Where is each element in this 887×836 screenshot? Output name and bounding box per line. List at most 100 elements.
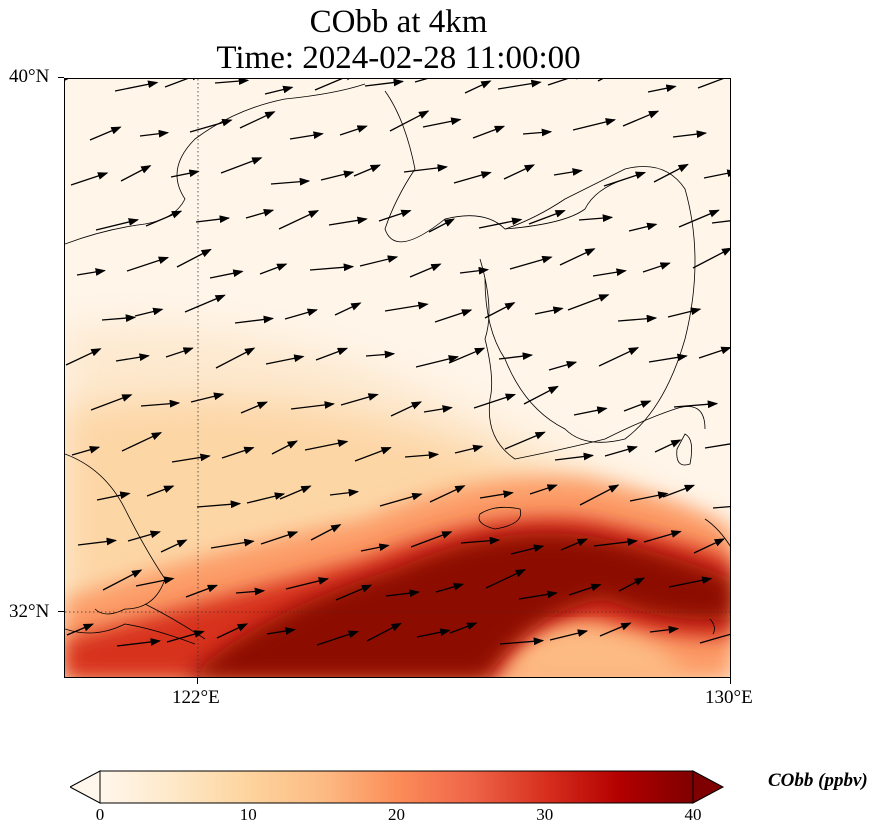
wind-arrow	[518, 590, 558, 600]
wind-arrow	[449, 622, 478, 634]
wind-arrow	[384, 301, 429, 312]
wind-arrow	[285, 577, 330, 590]
wind-arrow	[385, 589, 421, 598]
wind-arrow	[459, 266, 490, 275]
wind-arrow	[711, 220, 730, 224]
wind-arrow	[435, 583, 465, 593]
wind-arrow	[71, 446, 101, 456]
lat-tick-40	[58, 77, 64, 78]
wind-arrow	[266, 627, 296, 635]
wind-arrow	[497, 79, 542, 90]
wind-arrow	[134, 307, 164, 317]
wind-arrow	[403, 164, 448, 173]
wind-arrow	[114, 80, 159, 92]
colorbar-tick-40: 40	[684, 805, 702, 824]
wind-arrow	[279, 485, 312, 500]
wind-arrow	[667, 307, 702, 318]
wind-arrow	[568, 583, 602, 596]
wind-arrow	[454, 444, 484, 454]
lon-label-122e: 122°E	[172, 687, 220, 708]
wind-arrow	[473, 393, 517, 409]
colorbar-tick-10: 10	[239, 805, 257, 824]
wind-arrow	[214, 79, 250, 85]
wind-arrow	[65, 348, 102, 366]
wind-arrow	[340, 393, 379, 406]
wind-arrow	[529, 484, 558, 495]
wind-arrow	[360, 543, 390, 552]
colorbar-label: CObb (ppbv)	[768, 770, 868, 791]
wind-arrow	[304, 439, 349, 451]
wind-arrow	[434, 309, 473, 323]
wind-arrow	[572, 118, 617, 131]
wind-vectors	[65, 79, 730, 647]
wind-arrow	[416, 628, 451, 638]
wind-arrow	[309, 263, 355, 272]
colorbar-tick-20: 20	[388, 805, 405, 824]
wind-arrow	[160, 539, 188, 553]
wind-arrow	[534, 306, 564, 315]
wind-arrow	[334, 302, 362, 316]
wind-arrow	[422, 117, 462, 128]
wind-arrow	[629, 491, 669, 502]
wind-arrow	[115, 353, 150, 362]
wind-arrow	[216, 623, 249, 639]
wind-arrow	[66, 623, 94, 636]
wind-arrow	[510, 544, 545, 555]
wind-arrow	[554, 452, 595, 461]
colorbar-tick-0: 0	[95, 805, 105, 824]
wind-arrow	[196, 500, 242, 509]
wind-arrow	[509, 255, 553, 270]
lon-label-130e: 130°E	[705, 687, 753, 708]
wind-arrow	[703, 169, 730, 179]
wind-arrow	[673, 400, 719, 409]
wind-arrow	[364, 79, 405, 87]
wind-arrow	[692, 247, 730, 269]
wind-arrow	[653, 163, 689, 183]
wind-arrow	[628, 222, 658, 232]
wind-arrow	[415, 355, 460, 368]
wind-arrow	[221, 446, 255, 459]
wind-arrow	[699, 633, 730, 644]
wind-arrow	[414, 79, 448, 83]
wind-arrow	[472, 125, 506, 139]
wind-arrow	[478, 217, 523, 229]
wind-arrow	[121, 432, 163, 452]
wind-arrow	[126, 256, 170, 272]
wind-arrow	[139, 129, 170, 138]
wind-arrow	[353, 164, 381, 177]
wind-arrow	[678, 209, 720, 228]
wind-arrow	[209, 269, 244, 279]
wind-arrow	[320, 170, 355, 181]
wind-arrow	[260, 531, 299, 545]
wind-arrow	[90, 394, 133, 411]
wind-arrow	[460, 536, 501, 545]
wind-arrow	[235, 587, 266, 596]
wind-arrow	[672, 130, 708, 139]
wind-arrow	[135, 576, 175, 587]
wind-arrow	[246, 492, 286, 504]
wind-arrow	[622, 110, 660, 127]
wind-arrow	[316, 630, 360, 646]
wind-arrow	[649, 625, 680, 634]
wind-arrow	[522, 128, 553, 137]
wind-arrow	[289, 131, 324, 140]
wind-arrow	[284, 308, 318, 320]
wind-arrow	[662, 484, 696, 498]
concentration-field	[65, 79, 730, 677]
colorbar-extend-high	[692, 770, 725, 804]
lat-tick-32	[58, 611, 64, 612]
wind-arrow	[101, 314, 137, 322]
wind-arrow	[503, 164, 536, 180]
wind-arrow	[712, 505, 730, 509]
map-title-line1: CObb at 4km	[309, 4, 488, 40]
wind-arrow	[170, 169, 200, 178]
wind-arrow	[259, 263, 288, 275]
wind-arrow	[76, 268, 106, 276]
wind-arrow	[329, 488, 360, 497]
wind-arrow	[165, 347, 194, 358]
wind-arrow	[215, 347, 256, 369]
wind-arrow	[264, 85, 294, 95]
wind-arrow	[654, 439, 682, 453]
wind-arrow	[592, 268, 627, 277]
wind-arrow	[404, 451, 440, 459]
